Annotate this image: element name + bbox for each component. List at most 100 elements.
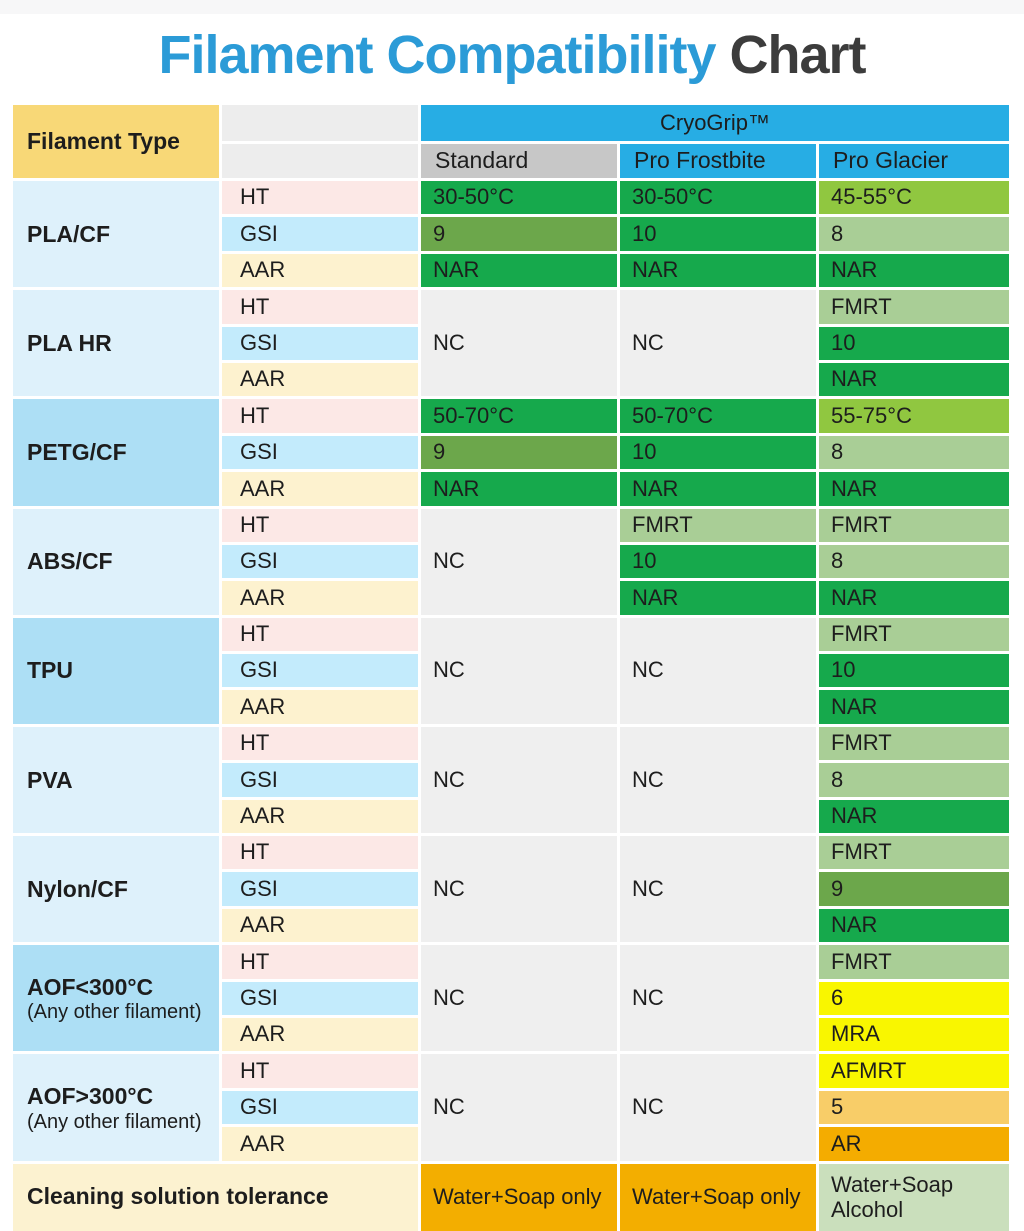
group-pla-hr-label: PLA HR — [13, 290, 219, 397]
filament-name: PETG/CF — [27, 439, 127, 466]
metric-label-gsi: GSI — [222, 1090, 418, 1125]
header-plate-standard: Standard — [421, 144, 617, 178]
metric-label-gsi: GSI — [222, 763, 418, 797]
metric-label-gsi: GSI — [222, 981, 418, 1015]
metric-label-ht: HT — [222, 836, 418, 870]
page-title-highlight: Filament Compatibility — [158, 25, 716, 85]
metric-label-ht: HT — [222, 726, 418, 761]
value-cell: NAR — [819, 581, 1009, 615]
value-cell: 9 — [421, 435, 617, 470]
nc-cell: NC — [421, 836, 617, 943]
metric-label-ht: HT — [222, 945, 418, 979]
metric-label-ht: HT — [222, 508, 418, 542]
header-plate-pro-frostbite: Pro Frostbite — [620, 144, 816, 178]
footer-cleaning-label: Cleaning solution tolerance — [13, 1163, 418, 1231]
value-cell: FMRT — [819, 508, 1009, 542]
value-cell: FMRT — [819, 726, 1009, 761]
filament-name: PLA/CF — [27, 220, 111, 247]
nc-cell: NC — [421, 726, 617, 834]
metric-label-aar: AAR — [222, 799, 418, 834]
footer-cleaning-value: Water+Soap only — [421, 1163, 617, 1231]
value-cell: FMRT — [819, 290, 1009, 324]
metric-label-aar: AAR — [222, 581, 418, 615]
value-cell: 8 — [819, 435, 1009, 470]
metric-label-gsi: GSI — [222, 326, 418, 360]
value-cell: FMRT — [819, 836, 1009, 870]
value-cell: NAR — [620, 581, 816, 615]
filament-name: AOF<300°C — [27, 973, 154, 1000]
nc-cell: NC — [620, 726, 816, 834]
value-cell: 10 — [620, 217, 816, 251]
value-cell: AR — [819, 1127, 1009, 1161]
value-cell: 8 — [819, 763, 1009, 797]
metric-label-gsi: GSI — [222, 872, 418, 906]
value-cell: MRA — [819, 1017, 1009, 1052]
metric-label-ht: HT — [222, 399, 418, 433]
metric-label-aar: AAR — [222, 1127, 418, 1161]
header-empty-bottom — [222, 144, 418, 178]
header-brand: CryoGrip™ — [421, 105, 1009, 141]
metric-label-ht: HT — [222, 181, 418, 215]
metric-label-aar: AAR — [222, 362, 418, 397]
value-cell: 10 — [819, 654, 1009, 688]
filament-name: AOF>300°C — [27, 1082, 154, 1109]
metric-label-ht: HT — [222, 617, 418, 652]
header-plate-pro-glacier: Pro Glacier — [819, 144, 1009, 178]
group-nylon-cf-label: Nylon/CF — [13, 836, 219, 943]
value-cell: NAR — [620, 253, 816, 288]
nc-cell: NC — [620, 1054, 816, 1161]
nc-cell: NC — [620, 836, 816, 943]
filament-name: ABS/CF — [27, 548, 113, 575]
value-cell: 30-50°C — [620, 181, 816, 215]
value-cell: FMRT — [620, 508, 816, 542]
value-cell: FMRT — [819, 617, 1009, 652]
nc-cell: NC — [421, 1054, 617, 1161]
filament-note: (Any other filament) — [27, 1110, 202, 1133]
header-empty-top — [222, 105, 418, 141]
metric-label-ht: HT — [222, 1054, 418, 1088]
metric-label-ht: HT — [222, 290, 418, 324]
nc-cell: NC — [421, 617, 617, 724]
metric-label-gsi: GSI — [222, 435, 418, 470]
value-cell: AFMRT — [819, 1054, 1009, 1088]
value-cell: NAR — [421, 253, 617, 288]
value-cell: NAR — [620, 472, 816, 506]
metric-label-aar: AAR — [222, 690, 418, 724]
value-cell: 8 — [819, 544, 1009, 579]
value-cell: 9 — [421, 217, 617, 251]
filament-name: PVA — [27, 766, 73, 793]
group-abs-cf-label: ABS/CF — [13, 508, 219, 615]
value-cell: 6 — [819, 981, 1009, 1015]
group-tpu-label: TPU — [13, 617, 219, 724]
page-title: Filament Compatibility Chart — [0, 25, 1024, 85]
value-cell: 45-55°C — [819, 181, 1009, 215]
value-cell: 9 — [819, 872, 1009, 906]
metric-label-gsi: GSI — [222, 217, 418, 251]
metric-label-aar: AAR — [222, 1017, 418, 1052]
nc-cell: NC — [620, 617, 816, 724]
footer-cleaning-value: Water+Soap only — [620, 1163, 816, 1231]
value-cell: 55-75°C — [819, 399, 1009, 433]
metric-label-aar: AAR — [222, 472, 418, 506]
metric-label-gsi: GSI — [222, 544, 418, 579]
filament-name: TPU — [27, 657, 73, 684]
group-petg-cf-label: PETG/CF — [13, 399, 219, 506]
nc-cell: NC — [620, 945, 816, 1052]
value-cell: 10 — [620, 544, 816, 579]
value-cell: 8 — [819, 217, 1009, 251]
value-cell: NAR — [819, 799, 1009, 834]
nc-cell: NC — [421, 508, 617, 615]
value-cell: 30-50°C — [421, 181, 617, 215]
header-filament-type: Filament Type — [13, 105, 219, 178]
filament-note: (Any other filament) — [27, 1001, 202, 1024]
value-cell: 5 — [819, 1090, 1009, 1125]
value-cell: NAR — [819, 472, 1009, 506]
value-cell: FMRT — [819, 945, 1009, 979]
nc-cell: NC — [421, 290, 617, 397]
filament-name: Nylon/CF — [27, 875, 128, 902]
group-aof-over-300-label: AOF>300°C (Any other filament) — [13, 1054, 219, 1161]
compatibility-table: Filament Type CryoGrip™ Standard Pro Fro… — [13, 105, 1009, 1231]
value-cell: NAR — [819, 253, 1009, 288]
nc-cell: NC — [620, 290, 816, 397]
value-cell: NAR — [819, 362, 1009, 397]
